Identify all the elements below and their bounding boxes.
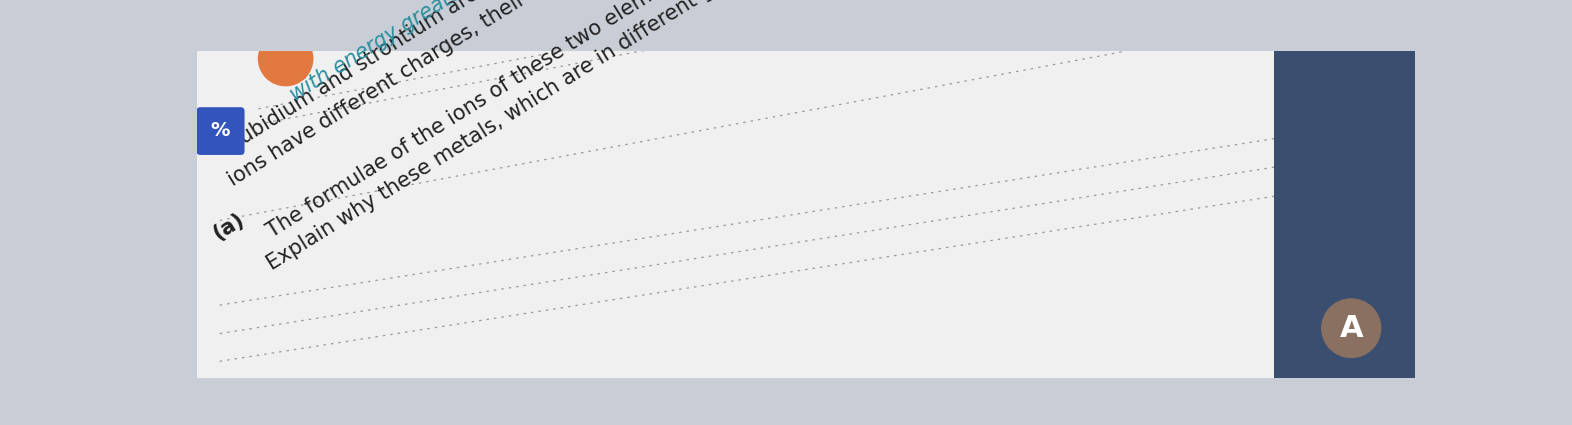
Text: %: % [211,121,230,140]
Text: A: A [1339,314,1363,343]
Text: The formulae of the ions of these two elements are Rb⁺ and Sr²⁺.: The formulae of the ions of these two el… [264,0,852,241]
Polygon shape [1273,51,1415,378]
Text: with energy greater th: with energy greater th [286,0,497,105]
Text: ions have different charges, their compounds behave differently when heated.: ions have different charges, their compo… [225,0,932,190]
Circle shape [1322,299,1380,357]
Text: (a): (a) [209,209,248,244]
Circle shape [258,32,313,86]
FancyBboxPatch shape [196,107,245,155]
Text: Explain why these metals, which are in different groups, form ions which have di: Explain why these metals, which are in d… [264,0,1130,274]
Text: Rubidium and strontium are very reactive metals at the top of the reactivity ser: Rubidium and strontium are very reactive… [225,0,1100,155]
Polygon shape [41,0,1514,401]
